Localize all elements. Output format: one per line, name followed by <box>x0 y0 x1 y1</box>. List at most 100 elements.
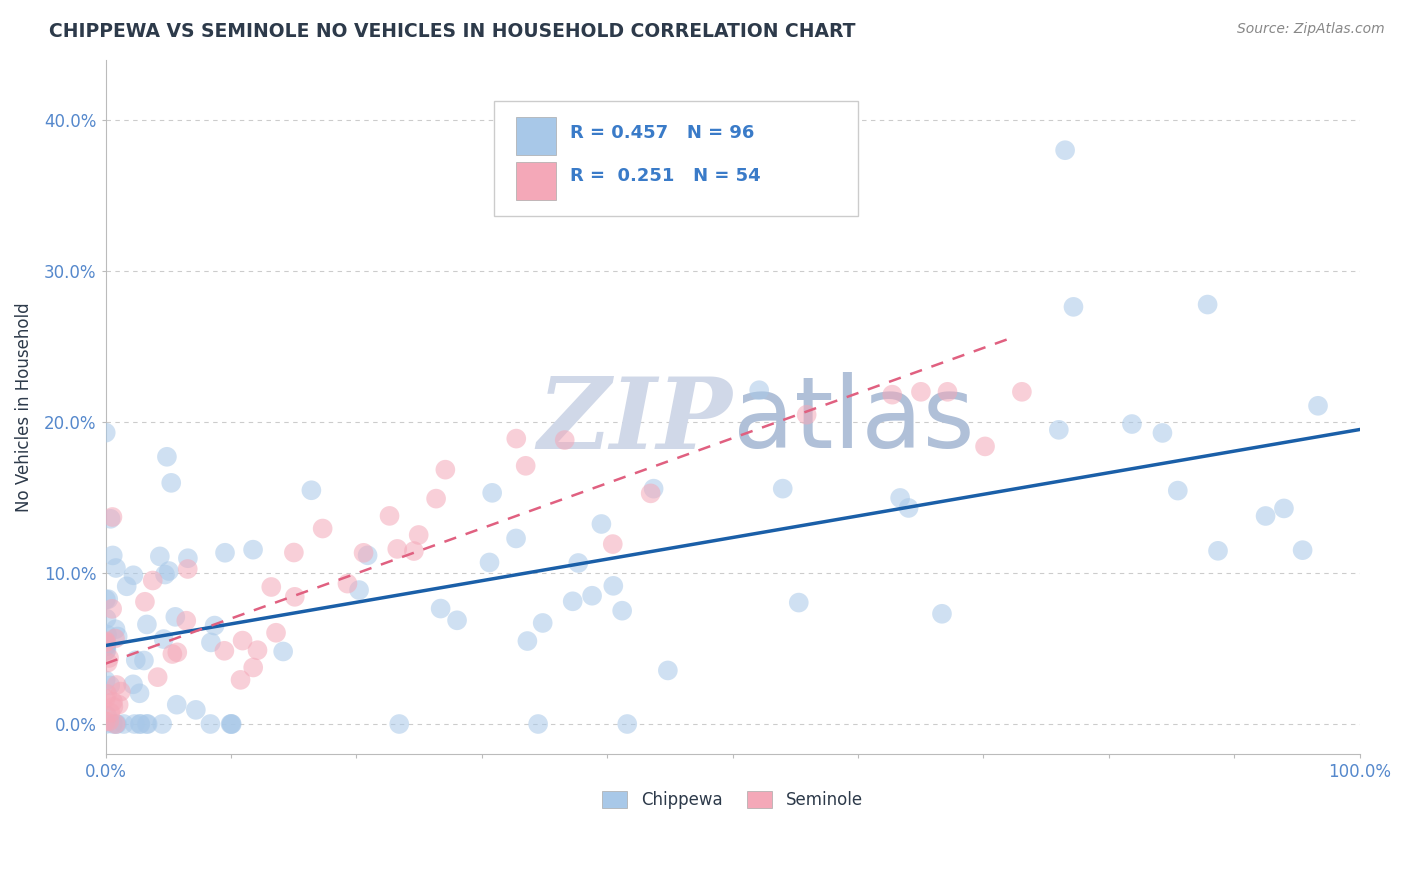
Point <box>94 691 117 706</box>
Point <box>122 568 145 582</box>
Point <box>149 549 172 564</box>
Point <box>271 644 294 658</box>
Point <box>242 660 264 674</box>
Point <box>936 384 959 399</box>
Point <box>165 610 187 624</box>
Point <box>103 699 125 714</box>
Point <box>931 607 953 621</box>
Point <box>94 644 117 658</box>
Point <box>96 636 118 650</box>
Point <box>128 686 150 700</box>
FancyBboxPatch shape <box>495 102 858 216</box>
Point <box>125 653 148 667</box>
Text: Source: ZipAtlas.com: Source: ZipAtlas.com <box>1237 22 1385 37</box>
Point <box>387 541 409 556</box>
Text: R = 0.457   N = 96: R = 0.457 N = 96 <box>569 123 754 142</box>
Point <box>1272 501 1295 516</box>
Point <box>204 618 226 632</box>
Point <box>347 583 370 598</box>
Point <box>214 644 236 658</box>
FancyBboxPatch shape <box>516 161 555 200</box>
Point <box>612 604 634 618</box>
Point <box>98 678 121 692</box>
Point <box>135 717 157 731</box>
Point <box>104 561 127 575</box>
Point <box>1291 543 1313 558</box>
Point <box>96 708 118 723</box>
Point <box>353 546 375 560</box>
Point <box>229 673 252 687</box>
Point <box>242 542 264 557</box>
Point <box>96 687 118 701</box>
Point <box>657 664 679 678</box>
Point <box>554 433 576 447</box>
Point <box>882 387 904 401</box>
Point <box>177 551 200 566</box>
Point <box>481 486 503 500</box>
Point <box>110 684 132 698</box>
Point <box>974 439 997 453</box>
Point <box>96 627 118 641</box>
Point <box>1011 384 1033 399</box>
Point <box>356 549 378 563</box>
Point <box>94 635 117 649</box>
Point <box>101 695 124 709</box>
Point <box>446 613 468 627</box>
Point <box>1206 544 1229 558</box>
Point <box>135 617 157 632</box>
Point <box>505 432 527 446</box>
Point <box>134 595 156 609</box>
Point <box>115 579 138 593</box>
Point <box>283 545 305 559</box>
Point <box>796 408 818 422</box>
Point <box>105 678 128 692</box>
Point <box>129 717 152 731</box>
Point <box>515 458 537 473</box>
Point <box>142 574 165 588</box>
Point <box>260 580 283 594</box>
Point <box>160 475 183 490</box>
Point <box>378 508 401 523</box>
Point <box>602 579 624 593</box>
Point <box>640 486 662 500</box>
Point <box>232 633 254 648</box>
Point <box>104 622 127 636</box>
Point <box>129 717 152 731</box>
Point <box>1152 425 1174 440</box>
Point <box>105 717 128 731</box>
Point <box>799 113 821 128</box>
Point <box>299 483 322 498</box>
Point <box>94 673 117 688</box>
Point <box>219 717 242 731</box>
Point <box>96 612 118 626</box>
Point <box>166 645 188 659</box>
Point <box>100 512 122 526</box>
Point <box>94 717 117 731</box>
Point <box>94 637 117 651</box>
Point <box>1062 300 1084 314</box>
Point <box>221 717 243 731</box>
Point <box>643 482 665 496</box>
Point <box>1254 508 1277 523</box>
Point <box>101 510 124 524</box>
Point <box>910 384 932 399</box>
Point <box>174 614 197 628</box>
Point <box>112 717 135 731</box>
Point <box>402 544 425 558</box>
Point <box>200 635 222 649</box>
Text: ZIP: ZIP <box>537 373 733 469</box>
Point <box>787 596 810 610</box>
Point <box>107 698 129 712</box>
Point <box>162 647 184 661</box>
Point <box>246 643 269 657</box>
Point <box>591 516 613 531</box>
Point <box>101 602 124 616</box>
Point <box>264 625 287 640</box>
Point <box>157 564 180 578</box>
Point <box>1047 423 1070 437</box>
Point <box>104 717 127 731</box>
Point <box>425 491 447 506</box>
Point <box>889 491 911 505</box>
Point <box>124 717 146 731</box>
Point <box>150 717 173 731</box>
